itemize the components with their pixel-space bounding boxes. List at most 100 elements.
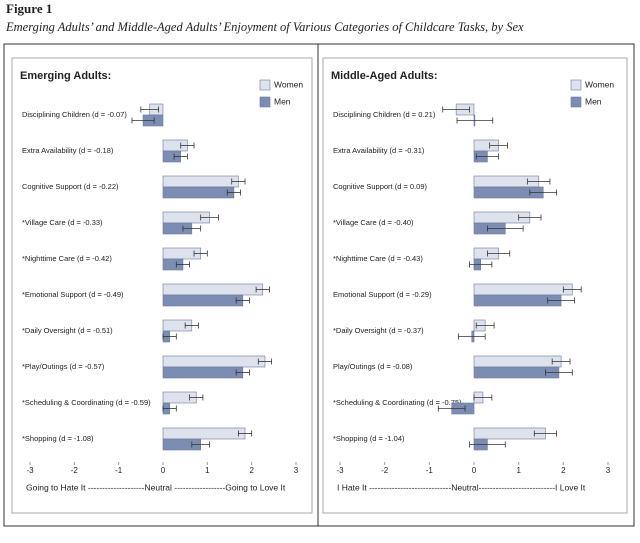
error-bar — [475, 153, 499, 160]
legend-swatch — [570, 96, 582, 108]
legend-swatch — [570, 79, 582, 91]
error-bar — [547, 297, 575, 304]
bar — [162, 186, 235, 199]
x-tick-label: -2 — [381, 466, 389, 475]
x-tick-label: -2 — [71, 466, 79, 475]
category-label: Cognitive Support (d = -0.22) — [22, 182, 119, 191]
error-bar — [235, 297, 250, 304]
error-bar — [191, 441, 210, 448]
error-bar — [545, 369, 573, 376]
category-label: Extra Availability (d = -0.31) — [333, 146, 425, 155]
error-bar — [175, 261, 191, 268]
x-axis-label: I Hate It -----------------------------N… — [337, 482, 586, 492]
error-bar — [140, 106, 159, 113]
bar — [162, 283, 264, 296]
bar — [162, 355, 266, 368]
category-label: *Village Care (d = -0.33) — [22, 218, 103, 227]
bar — [473, 355, 562, 368]
category-label: *Village Care (d = -0.40) — [333, 218, 414, 227]
x-tick-label: 3 — [606, 466, 611, 475]
error-bar — [489, 142, 508, 149]
error-bar — [189, 394, 204, 401]
error-bar — [162, 405, 177, 412]
category-label: *Daily Oversight (d = -0.37) — [333, 326, 424, 335]
category-label: *Emotional Support (d = -0.49) — [22, 290, 124, 299]
legend-label: Men — [585, 96, 602, 106]
x-tick-label: 1 — [516, 466, 521, 475]
error-bar — [182, 225, 202, 232]
category-label: *Nighttime Care (d = -0.43) — [333, 254, 423, 263]
error-bar — [237, 430, 253, 437]
error-bar — [193, 250, 208, 257]
x-axis-label: Going to Hate It --------------------Neu… — [26, 482, 286, 492]
category-label: Extra Availability (d = -0.18) — [22, 146, 114, 155]
error-bar — [235, 369, 250, 376]
error-bar — [518, 214, 542, 221]
legend-label: Women — [274, 79, 303, 89]
x-tick-label: 2 — [249, 466, 254, 475]
bar — [162, 294, 244, 307]
x-tick-label: -3 — [336, 466, 344, 475]
error-bar — [255, 286, 270, 293]
bar — [162, 366, 244, 379]
panel-frame — [322, 57, 628, 514]
category-label: Play/Outings (d = -0.08) — [333, 362, 413, 371]
error-bar — [184, 322, 199, 329]
error-bar — [162, 333, 177, 340]
figure-label: Figure 1 — [6, 1, 52, 16]
error-bar — [437, 405, 466, 412]
error-bar — [486, 225, 524, 232]
category-label: *Daily Oversight (d = -0.51) — [22, 326, 113, 335]
error-bar — [529, 189, 558, 196]
error-bar — [231, 178, 246, 185]
x-tick-label: 2 — [561, 466, 566, 475]
x-tick-label: -1 — [115, 466, 123, 475]
category-label: *Shopping (d = -1.04) — [333, 434, 405, 443]
category-label: Cognitive Support (d = 0.09) — [333, 182, 428, 191]
error-bar — [486, 250, 511, 257]
x-tick-label: 3 — [294, 466, 299, 475]
bar — [473, 283, 573, 296]
category-label: *Play/Outings (d = -0.57) — [22, 362, 105, 371]
error-bar — [473, 394, 493, 401]
x-tick-label: -3 — [26, 466, 34, 475]
error-bar — [527, 178, 551, 185]
error-bar — [180, 142, 195, 149]
category-label: Disciplining Children (d = 0.21) — [333, 110, 436, 119]
error-bar — [469, 441, 506, 448]
error-bar — [475, 322, 495, 329]
panel-frame — [11, 57, 313, 514]
x-tick-label: -1 — [426, 466, 434, 475]
error-bar — [226, 189, 241, 196]
legend-label: Women — [585, 79, 614, 89]
category-label: *Shopping (d = -1.08) — [22, 434, 94, 443]
category-label: *Scheduling & Coordinating (d = -0.59) — [22, 398, 151, 407]
legend-swatch — [259, 79, 271, 91]
panel-title: Emerging Adults: — [20, 70, 111, 82]
category-label: Disciplining Children (d = -0.07) — [22, 110, 127, 119]
bar — [162, 175, 239, 188]
error-bar — [173, 153, 188, 160]
figure-caption: Emerging Adults’ and Middle-Aged Adults’… — [5, 20, 524, 34]
outer-frame — [3, 43, 635, 527]
error-bar — [257, 358, 273, 365]
category-label: *Nighttime Care (d = -0.42) — [22, 254, 112, 263]
error-bar — [457, 333, 486, 340]
error-bar — [200, 214, 219, 221]
error-bar — [533, 430, 558, 437]
legend-swatch — [259, 96, 271, 108]
category-label: Emotional Support (d = -0.29) — [333, 290, 432, 299]
legend-label: Men — [274, 96, 291, 106]
error-bar — [442, 106, 470, 113]
error-bar — [456, 117, 494, 124]
bar — [162, 427, 246, 440]
error-bar — [562, 286, 582, 293]
error-bar — [131, 117, 155, 124]
category-label: *Scheduling & Coordinating (d = -0.75) — [333, 398, 462, 407]
error-bar — [469, 261, 493, 268]
x-tick-label: 1 — [205, 466, 210, 475]
error-bar — [551, 358, 571, 365]
panel-title: Middle-Aged Adults: — [331, 70, 438, 82]
